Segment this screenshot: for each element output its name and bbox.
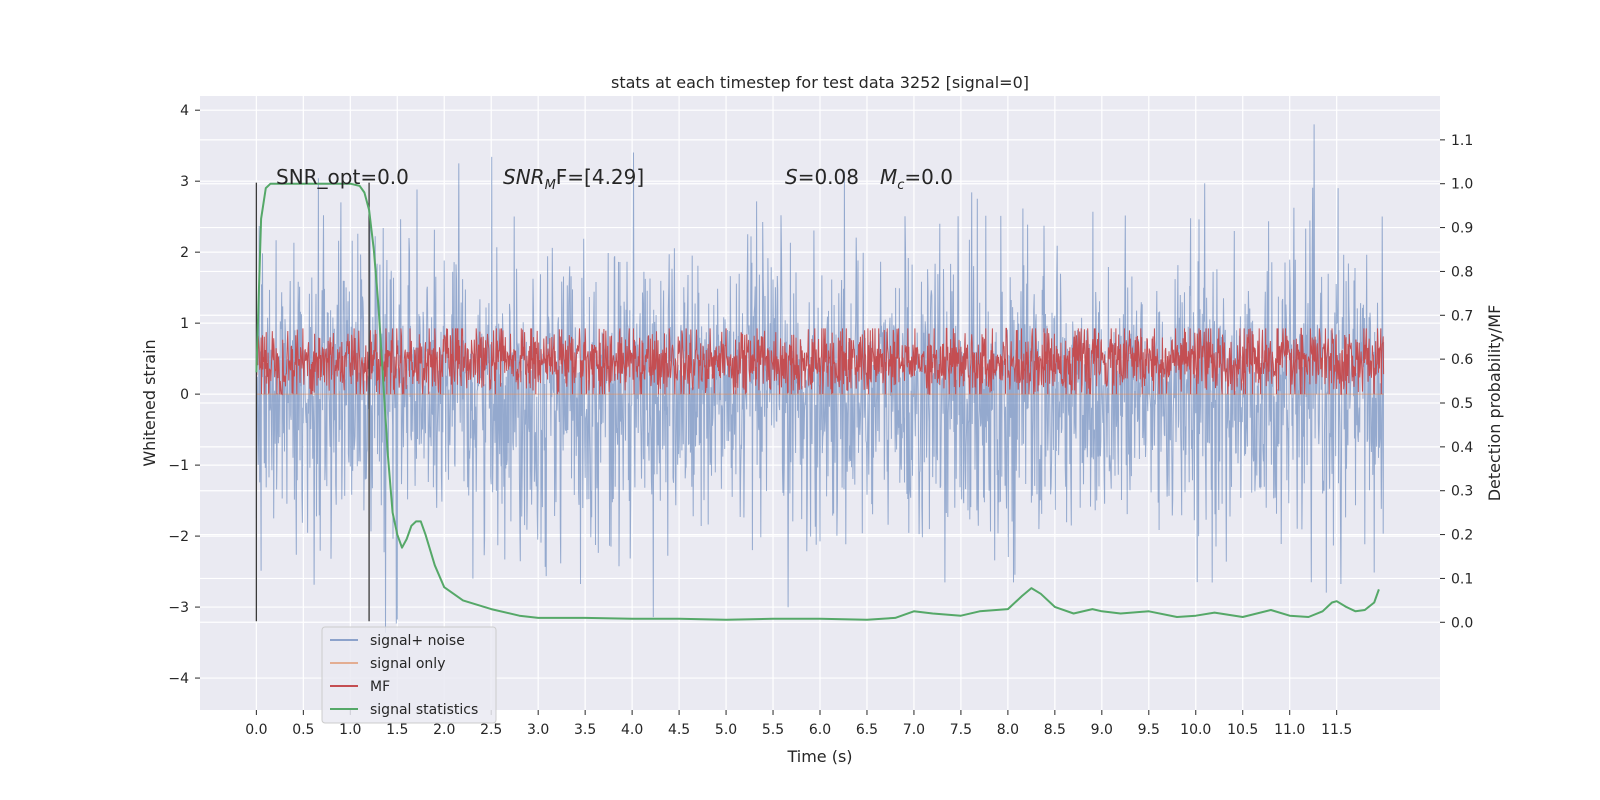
y-left-tick-label: 3 [180,174,189,190]
x-tick-label: 3.0 [527,722,549,738]
x-tick-label: 5.0 [715,722,737,738]
x-tick-label: 3.5 [574,722,596,738]
chart-title: stats at each timestep for test data 325… [611,73,1029,92]
annotation-snr-mf-main: SNR [503,165,545,189]
legend-label-signal-only: signal only [370,656,445,672]
axis-ticks: 0.0 0.5 1.0 1.5 2.0 2.5 3.0 3.5 4.0 4.5 5.0 5.5 6.0 6… [168,103,1473,738]
x-tick-label: 1.5 [386,722,408,738]
series-signal-noise [255,124,1385,633]
y-axis-label-left: Whitened strain [140,339,159,466]
x-tick-label: 9.0 [1091,722,1113,738]
annotation-mc: Mc=0.0 [880,165,953,193]
annotation-snr-mf: SNRMF=[4.29] [503,165,644,193]
x-tick-label: 11.0 [1274,722,1305,738]
annotation-snr-mf-sub: M [545,178,556,193]
annotation-mc-value: =0.0 [904,165,953,189]
annotation-snr-mf-value: F=[4.29] [556,165,644,189]
y-right-tick-label: 0.9 [1451,221,1473,237]
legend-label-signal-statistics: signal statistics [370,702,478,718]
y-right-tick-label: 1.1 [1451,133,1473,149]
legend-box [321,626,497,724]
y-left-tick-label: −2 [168,529,189,545]
y-right-tick-label: 0.6 [1451,352,1473,368]
annotation-s: S=0.08 [785,165,859,189]
x-tick-label: 5.5 [762,722,784,738]
y-right-tick-label: 0.4 [1451,440,1473,456]
legend: signal+ noise signal only MF signal stat… [321,626,497,724]
x-tick-label: 6.0 [809,722,831,738]
x-tick-label: 0.5 [292,722,314,738]
x-tick-label: 0.0 [245,722,267,738]
x-tick-label: 8.5 [1044,722,1066,738]
x-tick-label: 2.0 [433,722,455,738]
x-tick-label: 10.0 [1180,722,1211,738]
y-right-tick-label: 0.3 [1451,484,1473,500]
x-tick-label: 1.0 [339,722,361,738]
y-right-tick-label: 0.5 [1451,396,1473,412]
legend-label-mf: MF [370,679,390,695]
y-left-tick-label: −3 [168,600,189,616]
x-tick-label: 9.5 [1138,722,1160,738]
x-tick-label: 2.5 [480,722,502,738]
x-tick-label: 7.5 [950,722,972,738]
annotation-mc-sub: c [897,178,904,193]
y-left-tick-label: −1 [168,458,189,474]
y-right-tick-label: 1.0 [1451,177,1473,193]
y-left-tick-label: 2 [180,245,189,261]
annotation-s-value: =0.08 [798,165,859,189]
y-right-tick-label: 0.1 [1451,571,1473,587]
y-right-tick-label: 0.2 [1451,528,1473,544]
x-tick-label: 4.5 [668,722,690,738]
annotation-s-symbol: S [785,165,798,189]
series-mf [255,327,1385,396]
y-right-tick-label: 0.0 [1451,615,1473,631]
y-left-tick-label: −4 [168,671,189,687]
series-layer [255,124,1385,633]
y-left-tick-label: 4 [180,103,189,119]
x-tick-label: 6.5 [856,722,878,738]
y-right-tick-label: 0.7 [1451,308,1473,324]
y-right-tick-label: 0.8 [1451,264,1473,280]
series-signal-statistics [255,182,1380,621]
y-left-tick-label: 0 [180,387,189,403]
x-axis-label: Time (s) [786,747,852,766]
y-left-tick-label: 1 [180,316,189,332]
legend-label-signal-noise: signal+ noise [370,633,465,649]
x-tick-label: 7.0 [903,722,925,738]
x-tick-label: 10.5 [1227,722,1258,738]
annotation-mc-symbol: M [880,165,897,189]
annotation-snr-opt: SNR_opt=0.0 [276,165,409,189]
x-tick-label: 4.0 [621,722,643,738]
y-axis-label-right: Detection probability/MF [1485,305,1504,502]
x-tick-label: 11.5 [1321,722,1352,738]
x-tick-label: 8.0 [997,722,1019,738]
